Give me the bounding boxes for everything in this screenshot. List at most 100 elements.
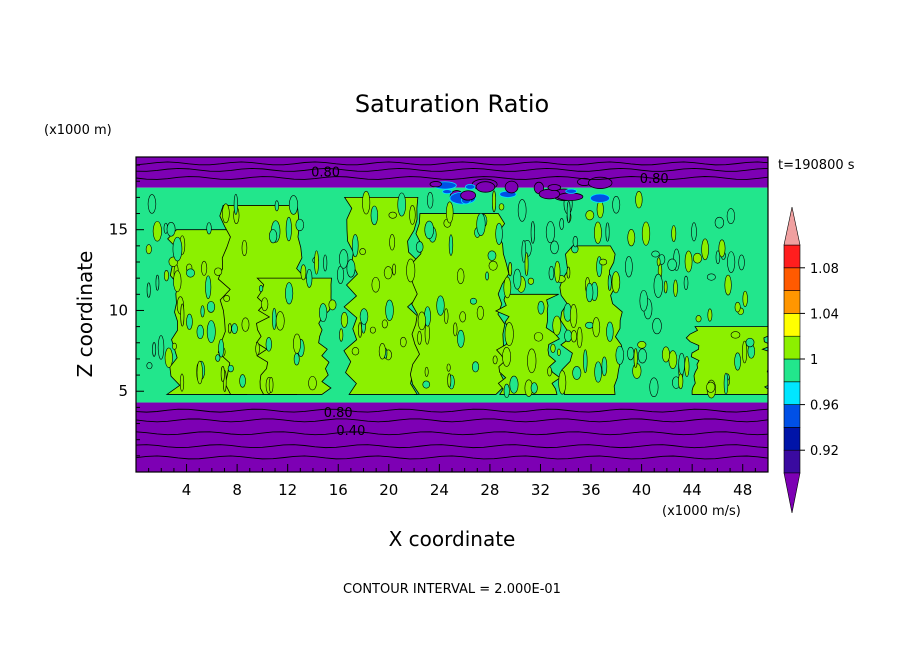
y-tick-label: 15 — [109, 221, 128, 239]
texture-blob — [186, 313, 193, 330]
x-axis-title: X coordinate — [389, 527, 516, 551]
texture-blob — [637, 341, 647, 349]
texture-blob — [637, 348, 647, 364]
texture-blob — [446, 363, 451, 372]
texture-blob — [566, 266, 571, 279]
texture-blob — [370, 205, 379, 226]
texture-blob — [653, 273, 663, 298]
texture-blob — [164, 347, 173, 368]
texture-blob — [288, 195, 299, 215]
x-tick-label: 24 — [430, 481, 449, 499]
texture-blob — [572, 236, 579, 248]
texture-blob — [627, 346, 635, 361]
texture-blob — [397, 192, 406, 217]
texture-blob — [661, 346, 670, 363]
texture-blob — [585, 210, 595, 221]
contour-line — [136, 455, 768, 460]
texture-blob — [738, 254, 745, 271]
texture-blob — [559, 218, 565, 230]
colorbar-tick-label: 1.04 — [810, 307, 839, 322]
texture-blob — [701, 238, 709, 261]
texture-blob — [346, 259, 356, 278]
texture-blob — [447, 373, 452, 388]
contour-labels: 0.80 0.80 0.80 0.40 — [311, 166, 669, 439]
texture-blob — [424, 366, 429, 377]
texture-blob — [706, 381, 716, 393]
texture-blob — [241, 239, 248, 257]
texture-blob — [498, 203, 505, 211]
texture-blob — [548, 266, 555, 281]
texture-blob — [627, 229, 636, 247]
texture-blob — [601, 356, 608, 377]
texture-blob — [409, 205, 416, 225]
texture-blob — [599, 258, 608, 266]
texture-blob — [427, 192, 434, 209]
texture-blob — [206, 320, 216, 343]
dry-intrusion — [504, 180, 519, 194]
texture-blob — [714, 216, 725, 229]
texture-blob — [308, 376, 317, 391]
dry-intrusion — [565, 188, 578, 194]
texture-blob — [383, 266, 393, 280]
contour-interval-note: CONTOUR INTERVAL = 2.000E-01 — [343, 582, 561, 597]
texture-blob — [652, 317, 662, 335]
texture-blob — [691, 222, 697, 242]
texture-blob — [233, 193, 238, 215]
y-tick-label: 10 — [109, 301, 128, 319]
texture-blob — [492, 190, 497, 213]
texture-blob — [201, 260, 208, 276]
texture-blob — [293, 352, 300, 366]
contour-line — [136, 161, 768, 166]
texture-blob — [492, 355, 498, 365]
texture-blob — [554, 260, 561, 283]
colorbar-swatch — [783, 427, 801, 451]
colorbar-over-arrow — [783, 206, 801, 246]
texture-blob — [456, 268, 465, 285]
dry-intrusion — [475, 181, 496, 193]
texture-blob — [453, 322, 458, 337]
contour-label: 0.80 — [640, 172, 669, 187]
texture-blob — [651, 250, 660, 258]
texture-blob — [605, 222, 610, 242]
texture-blob — [378, 343, 386, 360]
contour-line — [136, 444, 768, 449]
texture-blob — [400, 336, 407, 348]
texture-blob — [300, 264, 307, 281]
texture-blob — [569, 304, 578, 328]
x-tick-label: 20 — [379, 481, 398, 499]
x-tick-label: 32 — [531, 481, 550, 499]
colorbar-swatch — [783, 313, 801, 337]
texture-blob — [745, 337, 755, 348]
texture-blob — [527, 348, 537, 374]
texture-blob — [476, 305, 484, 320]
texture-blob — [146, 362, 153, 370]
colorbar-tick-label: 1.08 — [810, 262, 839, 277]
texture-blob — [205, 275, 212, 299]
texture-blob — [570, 330, 578, 343]
colorbar-tick-label: 1 — [810, 353, 818, 368]
texture-blob — [471, 361, 480, 373]
texture-blob — [592, 317, 601, 338]
texture-blob — [392, 263, 397, 276]
texture-blob — [218, 339, 225, 358]
region-2 — [136, 402, 768, 472]
texture-blob — [200, 305, 205, 318]
texture-blob — [422, 380, 431, 389]
texture-blob — [231, 323, 238, 334]
texture-blob — [172, 342, 177, 350]
texture-blob — [275, 311, 285, 331]
colorbar-swatch — [783, 267, 801, 291]
cloud-column-2 — [255, 277, 332, 395]
texture-blob — [564, 329, 573, 343]
texture-blob — [261, 297, 269, 312]
texture-blob — [446, 201, 454, 224]
texture-blob — [362, 190, 371, 215]
texture-blob — [152, 342, 157, 357]
colorbar: 1.08 1.04 1 0.96 0.92 — [783, 206, 839, 514]
texture-blob — [527, 277, 535, 285]
texture-blob — [239, 374, 246, 388]
texture-blob — [285, 282, 294, 305]
texture-blob — [684, 250, 693, 273]
texture-blob — [155, 274, 160, 291]
texture-blob — [459, 311, 466, 323]
